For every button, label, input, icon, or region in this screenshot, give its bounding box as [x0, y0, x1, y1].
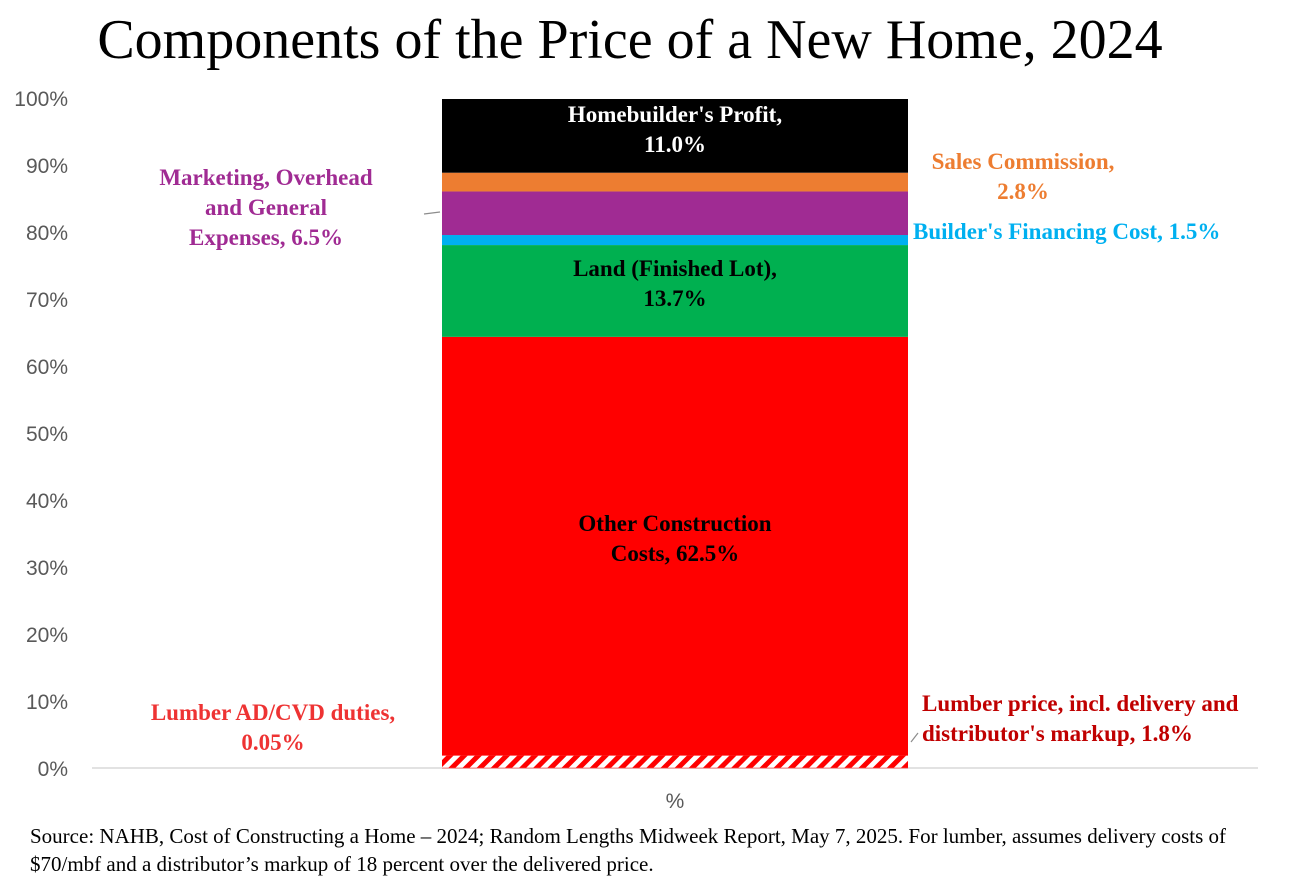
- segment-label-2: Other Construction Costs, 62.5%: [578, 511, 771, 566]
- y-tick-label: 10%: [26, 691, 68, 714]
- bar-segment-2: [442, 336, 908, 756]
- y-tick-label: 30%: [26, 557, 68, 580]
- stacked-bar-chart: 0% 10% 20% 30% 40% 50% 60% 70% 80% 90% 100% Lumber…: [14, 88, 1258, 813]
- y-tick-label: 70%: [26, 289, 68, 312]
- bar-segment-1: [442, 755, 908, 768]
- segment-label-6: Sales Commission, 2.8%: [932, 149, 1115, 204]
- bar-segment-6: [442, 172, 908, 192]
- bar-stack: [442, 99, 908, 769]
- bar-segment-7: [442, 99, 908, 173]
- segment-label-5: Marketing, Overhead and General Expenses, …: [159, 165, 373, 250]
- segment-label-0: Lumber AD/CVD duties, 0.05%: [151, 700, 395, 755]
- segment-label-4: Builder's Financing Cost, 1.5%: [913, 219, 1220, 244]
- chart-title: Components of the Price of a New Home, 2…: [97, 9, 1163, 71]
- segment-label-7: Homebuilder's Profit, 11.0%: [568, 102, 782, 157]
- y-tick-label: 80%: [26, 222, 68, 245]
- leader-line: [910, 732, 919, 743]
- y-tick-label: 50%: [26, 423, 68, 446]
- bar-segment-0: [442, 767, 908, 769]
- y-tick-label: 20%: [26, 624, 68, 647]
- segment-label-3: Land (Finished Lot), 13.7%: [573, 256, 777, 311]
- bar-segment-5: [442, 191, 908, 236]
- leader-line: [423, 211, 441, 215]
- source-note: Source: NAHB, Cost of Constructing a Hom…: [30, 824, 1227, 876]
- y-tick-label: 60%: [26, 356, 68, 379]
- bar-segment-4: [442, 235, 908, 246]
- segment-label-1: Lumber price, incl. delivery and distribu…: [922, 691, 1239, 746]
- y-tick-label: 100%: [14, 88, 68, 111]
- segment-labels: Lumber AD/CVD duties, 0.05% Lumber price, …: [151, 102, 1239, 755]
- bar-segment-3: [442, 245, 908, 337]
- y-tick-label: 0%: [38, 758, 68, 781]
- y-tick-label: 40%: [26, 490, 68, 513]
- y-tick-label: 90%: [26, 155, 68, 178]
- x-axis-label: %: [666, 790, 685, 813]
